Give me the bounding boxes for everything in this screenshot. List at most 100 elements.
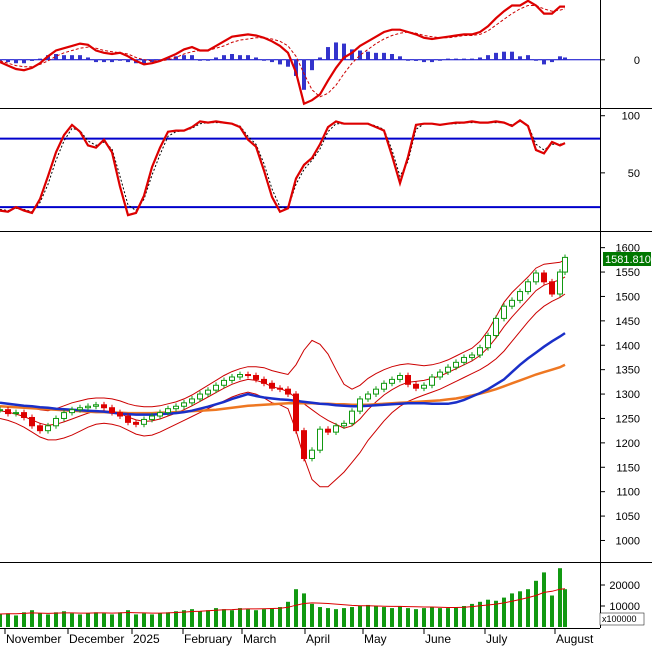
candle-body (205, 389, 211, 395)
candle-body (549, 281, 555, 295)
macd-hist-bar (414, 59, 418, 61)
macd-line (0, 0, 565, 106)
candle-body (5, 409, 11, 415)
candle-body (525, 281, 531, 293)
macd-hist-bar (110, 59, 114, 63)
macd-hist-bar (206, 59, 210, 61)
macd-hist-bar (358, 50, 362, 60)
candle-body (453, 361, 459, 368)
volume-bar (254, 610, 258, 627)
macd-hist-bar (374, 52, 378, 60)
macd-hist-bar (230, 54, 234, 60)
y-tick-label: 1100 (616, 487, 640, 499)
candle-body (461, 356, 467, 363)
volume-unit-box (599, 612, 645, 626)
x-tick-label: December (69, 632, 124, 646)
volume-panel: 20000 10000 x100000 (0, 568, 645, 627)
y-tick-label: 10000 (609, 601, 640, 613)
candle-body (301, 430, 307, 459)
x-tick-label: November (6, 632, 61, 646)
macd-hist-bar (118, 59, 122, 61)
y-tick-label: 0 (634, 55, 640, 67)
macd-hist-bar (470, 58, 474, 60)
macd-hist-bar (54, 54, 58, 60)
macd-hist-bar (22, 59, 26, 64)
volume-bar (246, 609, 250, 627)
y-tick-label: 1200 (616, 438, 640, 450)
y-tick-label: 1400 (616, 340, 640, 352)
macd-hist-bar (78, 55, 82, 60)
volume-bar (70, 613, 74, 627)
volume-bar (262, 609, 266, 627)
volume-bar (326, 608, 330, 627)
macd-hist-bar (30, 59, 34, 61)
macd-hist-bar (366, 51, 370, 60)
volume-bar (54, 612, 58, 627)
candle-body (61, 412, 67, 419)
candle-body (341, 422, 347, 427)
volume-bar (422, 608, 426, 627)
y-tick-label: 1250 (616, 413, 640, 425)
volume-bar (550, 595, 554, 627)
volume-bar (494, 600, 498, 627)
candle-body (117, 412, 123, 417)
volume-bar (342, 608, 346, 627)
last-price-badge (603, 252, 651, 266)
y-tick-label: 1450 (616, 316, 640, 328)
candle-body (21, 412, 27, 418)
macd-hist-bar (182, 55, 186, 60)
macd-hist-bar (486, 55, 490, 60)
y-tick-label: 100 (622, 111, 640, 123)
candle-body (381, 382, 387, 390)
candle-body (85, 405, 91, 409)
candle-body (269, 382, 275, 389)
candle-body (349, 410, 355, 424)
volume-bar (454, 607, 458, 627)
macd-hist-bar (294, 59, 298, 76)
last-price-label: 1581.810 (605, 254, 651, 266)
macd-hist-bar (174, 56, 178, 60)
volume-bar (526, 589, 530, 627)
bollinger-upper-band (0, 259, 566, 412)
macd-hist-bar (526, 55, 530, 60)
volume-bar (86, 613, 90, 627)
candle-body (125, 415, 131, 423)
candle-body (365, 393, 371, 400)
candle-body (197, 393, 203, 400)
volume-bar (62, 611, 66, 627)
volume-bar (406, 608, 410, 627)
candle-body (101, 404, 107, 409)
candle-body (221, 379, 227, 386)
candle-body (445, 366, 451, 373)
macd-axis: 0 (600, 55, 640, 67)
candle-body (541, 272, 547, 283)
macd-hist-bar (38, 58, 42, 60)
volume-bar (518, 591, 522, 627)
macd-hist-bar (0, 59, 2, 61)
candle-body (181, 402, 187, 407)
y-tick-label: 1600 (616, 243, 640, 255)
candle-body (0, 409, 3, 412)
macd-hist-bar (518, 56, 522, 60)
volume-bar (398, 606, 402, 627)
candle-body (397, 375, 403, 380)
volume-bar (446, 608, 450, 627)
macd-hist-bar (270, 59, 274, 63)
y-tick-label: 20000 (609, 580, 640, 592)
volume-bar (118, 612, 122, 627)
x-tick-label: May (364, 632, 387, 646)
macd-hist-bar (198, 59, 202, 61)
volume-bar (238, 608, 242, 627)
candle-body (562, 256, 568, 273)
macd-hist-bar (222, 55, 226, 60)
candle-body (405, 375, 411, 385)
volume-bar (414, 609, 418, 627)
y-tick-label: 1150 (616, 462, 640, 474)
volume-bar (158, 613, 162, 627)
bollinger-lower-band (0, 293, 566, 488)
volume-ma-line (0, 588, 566, 615)
candle-body (557, 271, 563, 295)
macd-hist-bar (142, 59, 146, 65)
volume-bar (198, 611, 202, 627)
